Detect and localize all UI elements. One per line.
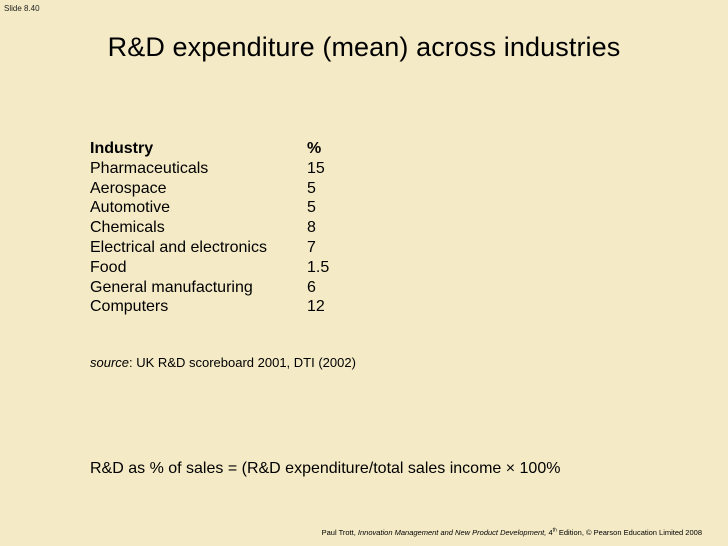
- header-percent: %: [307, 140, 322, 157]
- percent-cell: 12: [307, 298, 325, 316]
- table-row: Computers 12: [90, 297, 367, 317]
- table-row: Aerospace 5: [90, 179, 367, 199]
- footer-author: Paul Trott,: [321, 528, 358, 537]
- footer-book-title: Innovation Management and New Product De…: [357, 528, 547, 537]
- percent-cell: 6: [307, 278, 316, 296]
- footer-credit: Paul Trott, Innovation Management and Ne…: [322, 528, 702, 537]
- table-row: Chemicals 8: [90, 218, 367, 238]
- industry-cell: Food: [90, 258, 127, 276]
- industry-cell: Automotive: [90, 199, 171, 217]
- table-row: Pharmaceuticals 15: [90, 159, 367, 179]
- percent-cell: 5: [307, 199, 316, 217]
- industry-table: Industry % Pharmaceuticals 15 Aerospace …: [90, 139, 367, 317]
- footer-edition-number: 4: [546, 528, 553, 537]
- source-label: source: [90, 355, 130, 370]
- percent-cell: 15: [307, 159, 325, 177]
- source-text: : UK R&D scoreboard 2001, DTI (2002): [129, 355, 356, 370]
- industry-cell: General manufacturing: [90, 278, 253, 296]
- table-row: Electrical and electronics 7: [90, 238, 367, 258]
- percent-cell: 5: [307, 179, 316, 197]
- percent-cell: 7: [307, 238, 316, 256]
- industry-cell: Pharmaceuticals: [90, 159, 209, 177]
- industry-cell: Chemicals: [90, 219, 165, 237]
- table-row: General manufacturing 6: [90, 278, 367, 298]
- footer-edition-superscript: th: [552, 527, 557, 534]
- industry-cell: Computers: [90, 298, 169, 316]
- formula-text: R&D as % of sales = (R&D expenditure/tot…: [90, 460, 561, 477]
- table-row: Automotive 5: [90, 198, 367, 218]
- percent-cell: 8: [307, 219, 316, 237]
- industry-cell: Electrical and electronics: [90, 238, 267, 256]
- table-row: Food 1.5: [90, 258, 367, 278]
- table-header-row: Industry %: [90, 139, 367, 159]
- source-citation: source: UK R&D scoreboard 2001, DTI (200…: [90, 355, 356, 370]
- footer-rest: Edition, © Pearson Education Limited 200…: [556, 528, 702, 537]
- header-industry: Industry: [90, 140, 154, 157]
- slide-title: R&D expenditure (mean) across industries: [107, 32, 621, 62]
- industry-cell: Aerospace: [90, 179, 167, 197]
- percent-cell: 1.5: [307, 258, 330, 276]
- slide-number: Slide 8.40: [4, 4, 40, 13]
